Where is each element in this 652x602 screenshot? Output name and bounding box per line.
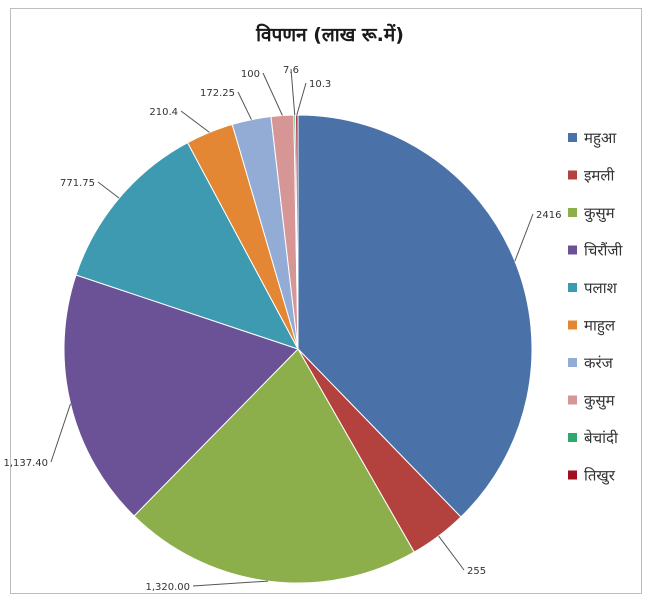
- legend-label: तिखुर: [584, 467, 616, 486]
- leader-line: [50, 403, 71, 463]
- leader-line: [262, 72, 283, 116]
- leader-line: [192, 580, 269, 587]
- legend-swatch: [568, 470, 577, 480]
- leader-line: [97, 181, 120, 199]
- leader-line: [290, 68, 296, 116]
- legend-label: कुसुम: [584, 392, 616, 411]
- legend-label: इमली: [584, 167, 616, 185]
- leader-line: [514, 213, 534, 262]
- legend: महुआ इमली कुसुम चिरौंजी पलाश माहुल करंज कुसुम बे…: [568, 129, 624, 486]
- legend-swatch: [568, 133, 577, 142]
- leader-line: [296, 82, 307, 116]
- legend-label: चिरौंजी: [584, 242, 624, 260]
- data-label: 100: [241, 69, 260, 80]
- legend-swatch: [568, 170, 577, 180]
- leader-line: [237, 91, 252, 120]
- leader-line: [180, 110, 210, 133]
- data-label: 172.25: [200, 88, 235, 99]
- legend-swatch: [568, 283, 577, 292]
- leader-lines: [50, 68, 534, 587]
- data-label: 7.6: [283, 65, 299, 76]
- pie-slices: [63, 114, 533, 584]
- chart-title: विपणन (लाख रू.में): [255, 23, 404, 46]
- data-labels: 2416 255 1,320.00 1,137.40 771.75 210.4 172.25…: [3, 65, 561, 593]
- data-label: 210.4: [149, 107, 178, 118]
- legend-swatch: [568, 208, 577, 217]
- legend-label: करंज: [584, 354, 614, 372]
- legend-label: पलाश: [584, 279, 618, 297]
- pie-slice: [295, 114, 299, 350]
- legend-swatch: [568, 245, 577, 255]
- data-label: 2416: [536, 210, 561, 221]
- legend-swatch: [568, 358, 577, 367]
- data-label: 255: [467, 566, 486, 577]
- legend-label: कुसुम: [584, 204, 616, 223]
- data-label: 10.3: [309, 79, 331, 90]
- data-label: 1,320.00: [145, 582, 190, 593]
- data-label: 771.75: [60, 178, 95, 189]
- legend-swatch: [568, 320, 577, 330]
- legend-label: महुआ: [584, 129, 617, 148]
- pie-slice: [297, 114, 533, 518]
- leader-line: [438, 535, 465, 571]
- legend-swatch: [568, 433, 577, 442]
- pie-slice: [63, 274, 299, 517]
- legend-swatch: [568, 395, 577, 405]
- data-label: 1,137.40: [3, 458, 48, 469]
- legend-label: माहुल: [584, 317, 616, 336]
- legend-label: बेचांदी: [584, 429, 619, 447]
